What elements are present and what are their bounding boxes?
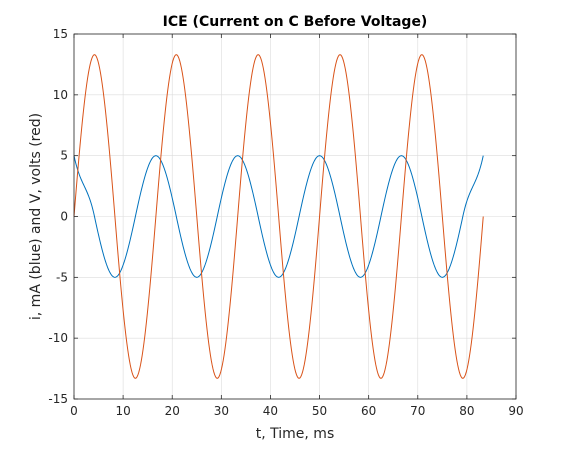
y-tick-label: 0: [60, 210, 68, 224]
series-voltage-red-line: [73, 54, 484, 379]
y-tick-label: -15: [48, 392, 68, 406]
x-tick-label: 80: [459, 404, 474, 418]
x-tick-label: 10: [115, 404, 130, 418]
y-tick-label: 10: [53, 88, 68, 102]
x-tick-label: 20: [165, 404, 180, 418]
x-tick-label: 0: [70, 404, 78, 418]
y-tick-label: 5: [60, 149, 68, 163]
x-tick-label: 40: [263, 404, 278, 418]
y-axis-label: i, mA (blue) and V, volts (red): [28, 113, 44, 320]
y-tick-label: 15: [53, 27, 68, 41]
series-current-blue-line: [73, 155, 484, 278]
x-tick-label: 60: [361, 404, 376, 418]
y-tick-label: -5: [56, 270, 68, 284]
x-tick-label: 70: [410, 404, 425, 418]
x-tick-label: 50: [312, 404, 327, 418]
ticks: 0 10 20 30 40 50 60 70 80 90 -15 -10 -5 0 5 10 15: [48, 27, 523, 418]
chart-title: ICE (Current on C Before Voltage): [163, 14, 428, 30]
x-axis-label: t, Time, ms: [256, 426, 334, 442]
series-group: [73, 54, 484, 379]
x-tick-label: 30: [214, 404, 229, 418]
x-tick-label: 90: [508, 404, 523, 418]
y-tick-label: -10: [48, 331, 68, 345]
